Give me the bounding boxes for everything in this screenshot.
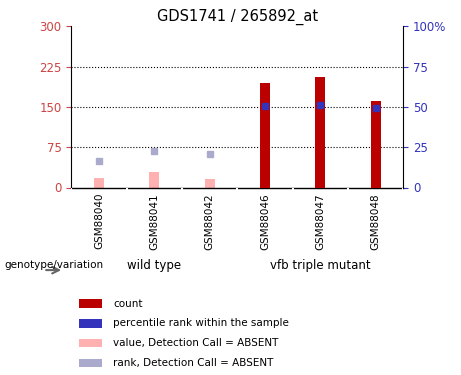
Bar	[371, 185, 381, 188]
Text: GSM88041: GSM88041	[149, 193, 160, 249]
Text: GSM88042: GSM88042	[205, 193, 215, 249]
Text: rank, Detection Call = ABSENT: rank, Detection Call = ABSENT	[113, 358, 273, 368]
Text: GSM88040: GSM88040	[94, 193, 104, 249]
Bar	[205, 180, 215, 188]
Text: GSM88048: GSM88048	[371, 193, 381, 249]
FancyBboxPatch shape	[79, 300, 102, 308]
FancyBboxPatch shape	[79, 359, 102, 367]
FancyBboxPatch shape	[79, 339, 102, 347]
Text: genotype/variation: genotype/variation	[5, 261, 104, 270]
Bar	[260, 83, 270, 188]
Text: GSM88047: GSM88047	[315, 193, 325, 249]
Bar	[94, 178, 104, 188]
Text: percentile rank within the sample: percentile rank within the sample	[113, 318, 289, 328]
Text: wild type: wild type	[127, 259, 182, 272]
Bar	[149, 172, 160, 188]
Text: count: count	[113, 298, 142, 309]
Text: GSM88046: GSM88046	[260, 193, 270, 249]
Text: value, Detection Call = ABSENT: value, Detection Call = ABSENT	[113, 338, 278, 348]
Text: vfb triple mutant: vfb triple mutant	[270, 259, 371, 272]
Bar	[315, 77, 325, 188]
Title: GDS1741 / 265892_at: GDS1741 / 265892_at	[157, 9, 318, 25]
Bar	[371, 102, 381, 188]
FancyBboxPatch shape	[79, 319, 102, 327]
